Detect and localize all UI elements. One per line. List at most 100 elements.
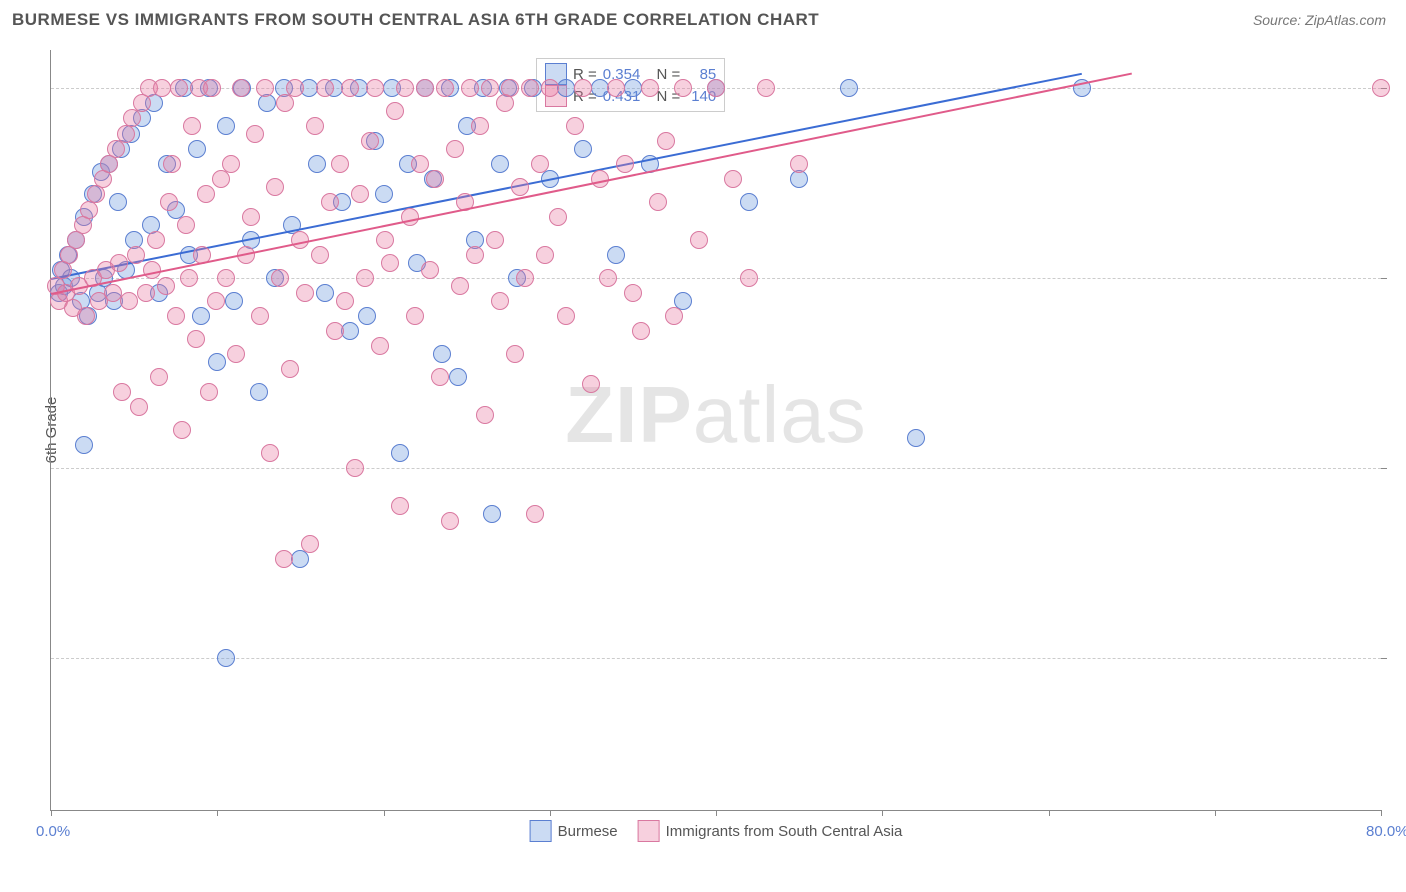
data-point: [366, 79, 384, 97]
data-point: [740, 193, 758, 211]
data-point: [641, 79, 659, 97]
data-point: [271, 269, 289, 287]
data-point: [127, 246, 145, 264]
data-point: [649, 193, 667, 211]
data-point: [433, 345, 451, 363]
data-point: [351, 185, 369, 203]
data-point: [421, 261, 439, 279]
swatch-burmese-2: [530, 820, 552, 842]
swatch-sca-2: [638, 820, 660, 842]
x-tick: [1215, 810, 1216, 816]
data-point: [170, 79, 188, 97]
data-point: [449, 368, 467, 386]
data-point: [250, 383, 268, 401]
data-point: [466, 246, 484, 264]
data-point: [150, 368, 168, 386]
data-point: [321, 193, 339, 211]
data-point: [376, 231, 394, 249]
data-point: [371, 337, 389, 355]
x-tick: [51, 810, 52, 816]
data-point: [160, 193, 178, 211]
title-bar: BURMESE VS IMMIGRANTS FROM SOUTH CENTRAL…: [0, 0, 1406, 38]
gridline: [51, 278, 1381, 279]
data-point: [217, 269, 235, 287]
data-point: [401, 208, 419, 226]
data-point: [120, 292, 138, 310]
data-point: [790, 155, 808, 173]
data-point: [217, 117, 235, 135]
data-point: [110, 254, 128, 272]
data-point: [591, 79, 609, 97]
data-point: [506, 345, 524, 363]
series-legend: Burmese Immigrants from South Central As…: [530, 820, 903, 842]
data-point: [441, 512, 459, 530]
data-point: [346, 459, 364, 477]
data-point: [574, 140, 592, 158]
data-point: [147, 231, 165, 249]
data-point: [173, 421, 191, 439]
data-point: [296, 284, 314, 302]
data-point: [276, 94, 294, 112]
data-point: [396, 79, 414, 97]
data-point: [406, 307, 424, 325]
data-point: [511, 178, 529, 196]
data-point: [616, 155, 634, 173]
data-point: [291, 550, 309, 568]
y-tick: [1381, 658, 1387, 659]
data-point: [391, 497, 409, 515]
x-tick: [882, 810, 883, 816]
data-point: [483, 505, 501, 523]
watermark-atlas: atlas: [693, 370, 867, 459]
chart-plot-area: ZIPatlas R = 0.354 N = 85 R = 0.431 N = …: [50, 50, 1381, 811]
data-point: [113, 383, 131, 401]
data-point: [690, 231, 708, 249]
data-point: [665, 307, 683, 325]
data-point: [109, 193, 127, 211]
legend-item-burmese: Burmese: [530, 820, 618, 842]
data-point: [411, 155, 429, 173]
data-point: [521, 79, 539, 97]
data-point: [607, 246, 625, 264]
data-point: [549, 208, 567, 226]
data-point: [557, 79, 575, 97]
data-point: [632, 322, 650, 340]
data-point: [316, 79, 334, 97]
data-point: [436, 79, 454, 97]
data-point: [183, 117, 201, 135]
legend-label-sca: Immigrants from South Central Asia: [666, 823, 903, 840]
data-point: [123, 109, 141, 127]
data-point: [286, 79, 304, 97]
data-point: [188, 140, 206, 158]
data-point: [740, 269, 758, 287]
data-point: [486, 231, 504, 249]
data-point: [1372, 79, 1390, 97]
data-point: [557, 307, 575, 325]
data-point: [187, 330, 205, 348]
data-point: [491, 155, 509, 173]
data-point: [225, 292, 243, 310]
data-point: [266, 178, 284, 196]
data-point: [192, 307, 210, 325]
data-point: [624, 284, 642, 302]
data-point: [840, 79, 858, 97]
data-point: [341, 79, 359, 97]
data-point: [607, 79, 625, 97]
data-point: [481, 79, 499, 97]
data-point: [130, 398, 148, 416]
data-point: [217, 649, 235, 667]
data-point: [461, 79, 479, 97]
data-point: [491, 292, 509, 310]
legend-label-burmese: Burmese: [558, 823, 618, 840]
gridline: [51, 658, 1381, 659]
data-point: [336, 292, 354, 310]
y-tick: [1381, 278, 1387, 279]
data-point: [77, 307, 95, 325]
x-tick: [1049, 810, 1050, 816]
data-point: [203, 79, 221, 97]
legend-item-sca: Immigrants from South Central Asia: [638, 820, 903, 842]
data-point: [104, 284, 122, 302]
gridline: [51, 468, 1381, 469]
data-point: [531, 155, 549, 173]
x-tick: [1381, 810, 1382, 816]
data-point: [582, 375, 600, 393]
